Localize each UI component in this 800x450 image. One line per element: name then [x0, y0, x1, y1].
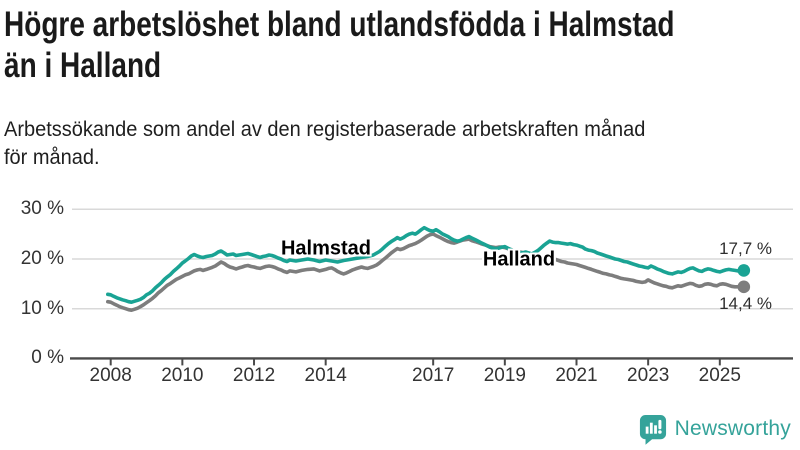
- series-line-halmstad: [106, 225, 746, 304]
- x-tick-label: 2010: [161, 365, 204, 386]
- series-end-dot-halland: [737, 280, 751, 294]
- newsworthy-logo-icon: [639, 414, 666, 445]
- series-label-halmstad: Halmstad: [280, 237, 372, 260]
- x-tick-label: 2025: [698, 365, 741, 386]
- newsworthy-logo[interactable]: Newsworthy: [639, 413, 791, 445]
- chart-title: Högre arbetslöshet bland utlandsfödda i …: [4, 4, 772, 86]
- chart-subtitle-line-1: Arbetssökande som andel av den registerb…: [4, 117, 646, 141]
- chart-subtitle: Arbetssökande som andel av den registerb…: [4, 115, 800, 171]
- x-tick-label: 2014: [304, 365, 347, 386]
- chart-title-line-1: Högre arbetslöshet bland utlandsfödda i …: [4, 5, 675, 44]
- series-line-halland: [106, 232, 746, 312]
- newsworthy-logo-text: Newsworthy: [674, 417, 791, 440]
- x-tick-label: 2021: [555, 365, 598, 386]
- y-tick-label: 20 %: [20, 248, 64, 269]
- y-tick-label: 30 %: [20, 198, 64, 220]
- x-tick-label: 2017: [412, 365, 455, 386]
- x-tick-label: 2012: [232, 365, 276, 386]
- end-value-label-halland: 14,4 %: [719, 294, 772, 313]
- x-tick-label: 2023: [627, 365, 670, 386]
- x-tick-label: 2008: [89, 365, 132, 386]
- chart-title-line-2: än i Halland: [4, 46, 162, 85]
- x-tick-label: 2019: [483, 365, 526, 386]
- chart-subtitle-line-2: för månad.: [4, 145, 100, 169]
- y-tick-label: 0 %: [31, 347, 64, 369]
- series-label-halland: Halland: [482, 248, 556, 271]
- end-value-label-halmstad: 17,7 %: [719, 239, 772, 258]
- series-end-dot-halmstad: [737, 264, 751, 277]
- y-tick-label: 10 %: [20, 297, 64, 319]
